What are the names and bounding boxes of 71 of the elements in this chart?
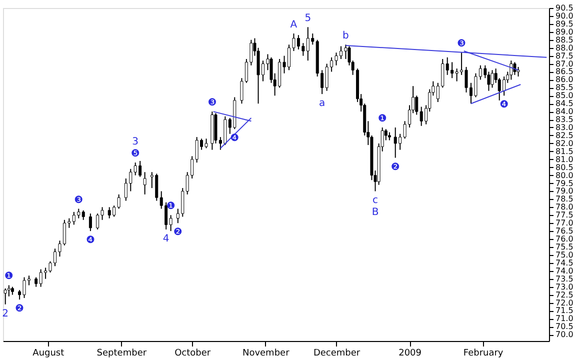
annotation: ❷ xyxy=(15,304,24,315)
y-tick-label: 72.0 xyxy=(556,298,574,308)
annotation: ❸ xyxy=(208,98,217,109)
y-tick-label: 87.0 xyxy=(556,59,574,68)
y-tick-label: 74.0 xyxy=(556,266,574,276)
annotation: 2 xyxy=(2,308,9,320)
annotation: a xyxy=(319,98,326,110)
y-tick-label: 73.0 xyxy=(556,282,574,292)
y-tick-label: 85.5 xyxy=(556,83,574,92)
y-tick-label: 88.0 xyxy=(556,43,574,52)
y-tick-label: 89.5 xyxy=(556,19,574,28)
annotation: ❶ xyxy=(4,271,14,282)
annotation: A xyxy=(290,19,298,30)
annotation: 3 xyxy=(132,136,139,148)
y-tick-label: 88.5 xyxy=(556,35,574,44)
y-tick-label: 73.5 xyxy=(556,274,574,284)
annotation: ❸ xyxy=(457,38,466,50)
y-tick-label: 77.5 xyxy=(556,210,574,220)
y-tick-label: 86.5 xyxy=(556,67,574,76)
y-tick-label: 78.0 xyxy=(556,202,574,212)
x-tick-label: September xyxy=(96,348,147,358)
annotation: c xyxy=(372,195,378,206)
y-tick-label: 81.0 xyxy=(556,154,574,164)
annotation: ❶ xyxy=(166,201,176,212)
y-tick-label: 76.5 xyxy=(556,226,574,236)
annotation: ❹ xyxy=(86,235,95,246)
y-tick-label: 90.5 xyxy=(556,4,574,12)
y-tick-label: 81.5 xyxy=(556,146,574,156)
x-tick-label: December xyxy=(313,348,360,358)
y-tick-label: 90.0 xyxy=(556,11,574,20)
y-tick-label: 82.5 xyxy=(556,130,574,140)
y-tick-label: 79.0 xyxy=(556,186,574,196)
y-tick-label: 84.5 xyxy=(556,99,574,108)
annotation: ❸ xyxy=(74,194,84,206)
annotation: ❹ xyxy=(500,100,509,111)
x-tick-label: November xyxy=(242,348,290,358)
annotation: ❷ xyxy=(173,227,182,238)
x-tick-label: 2009 xyxy=(398,348,422,358)
y-tick-label: 78.5 xyxy=(556,194,574,204)
annotation: ❹ xyxy=(230,133,240,144)
annotation: ❶ xyxy=(378,114,387,124)
annotation: b xyxy=(342,30,349,42)
y-tick-label: 82.0 xyxy=(556,138,574,148)
x-tick-label: August xyxy=(32,348,65,358)
annotation: ❷ xyxy=(390,162,400,173)
y-tick-label: 86.0 xyxy=(556,75,574,84)
y-tick-label: 83.5 xyxy=(556,115,574,124)
y-tick-label: 71.0 xyxy=(556,314,574,324)
annotation: ❺ xyxy=(130,148,140,160)
annotation: B xyxy=(372,207,379,218)
y-tick-label: 79.5 xyxy=(556,178,574,188)
y-tick-label: 72.5 xyxy=(556,290,574,300)
y-tick-label: 77.0 xyxy=(556,218,574,228)
y-tick-label: 84.0 xyxy=(556,107,574,116)
y-tick-label: 80.5 xyxy=(556,162,574,172)
y-tick-label: 71.5 xyxy=(556,306,574,316)
y-tick-label: 89.0 xyxy=(556,27,574,36)
y-tick-label: 74.5 xyxy=(556,258,574,268)
y-tick-label: 70.5 xyxy=(556,322,574,332)
x-tick-label: October xyxy=(174,348,211,358)
y-tick-label: 75.5 xyxy=(556,242,574,252)
y-tick-label: 70.0 xyxy=(556,330,574,340)
y-tick-label: 75.0 xyxy=(556,250,574,260)
y-tick-label: 83.0 xyxy=(556,123,574,132)
annotation: 5 xyxy=(304,13,312,24)
y-tick-label: 85.0 xyxy=(556,91,574,100)
x-tick-label: February xyxy=(463,348,504,358)
y-tick-label: 76.0 xyxy=(556,234,574,244)
annotation: 4 xyxy=(162,233,170,244)
y-tick-label: 80.0 xyxy=(556,170,574,180)
y-tick-label: 87.5 xyxy=(556,51,574,60)
